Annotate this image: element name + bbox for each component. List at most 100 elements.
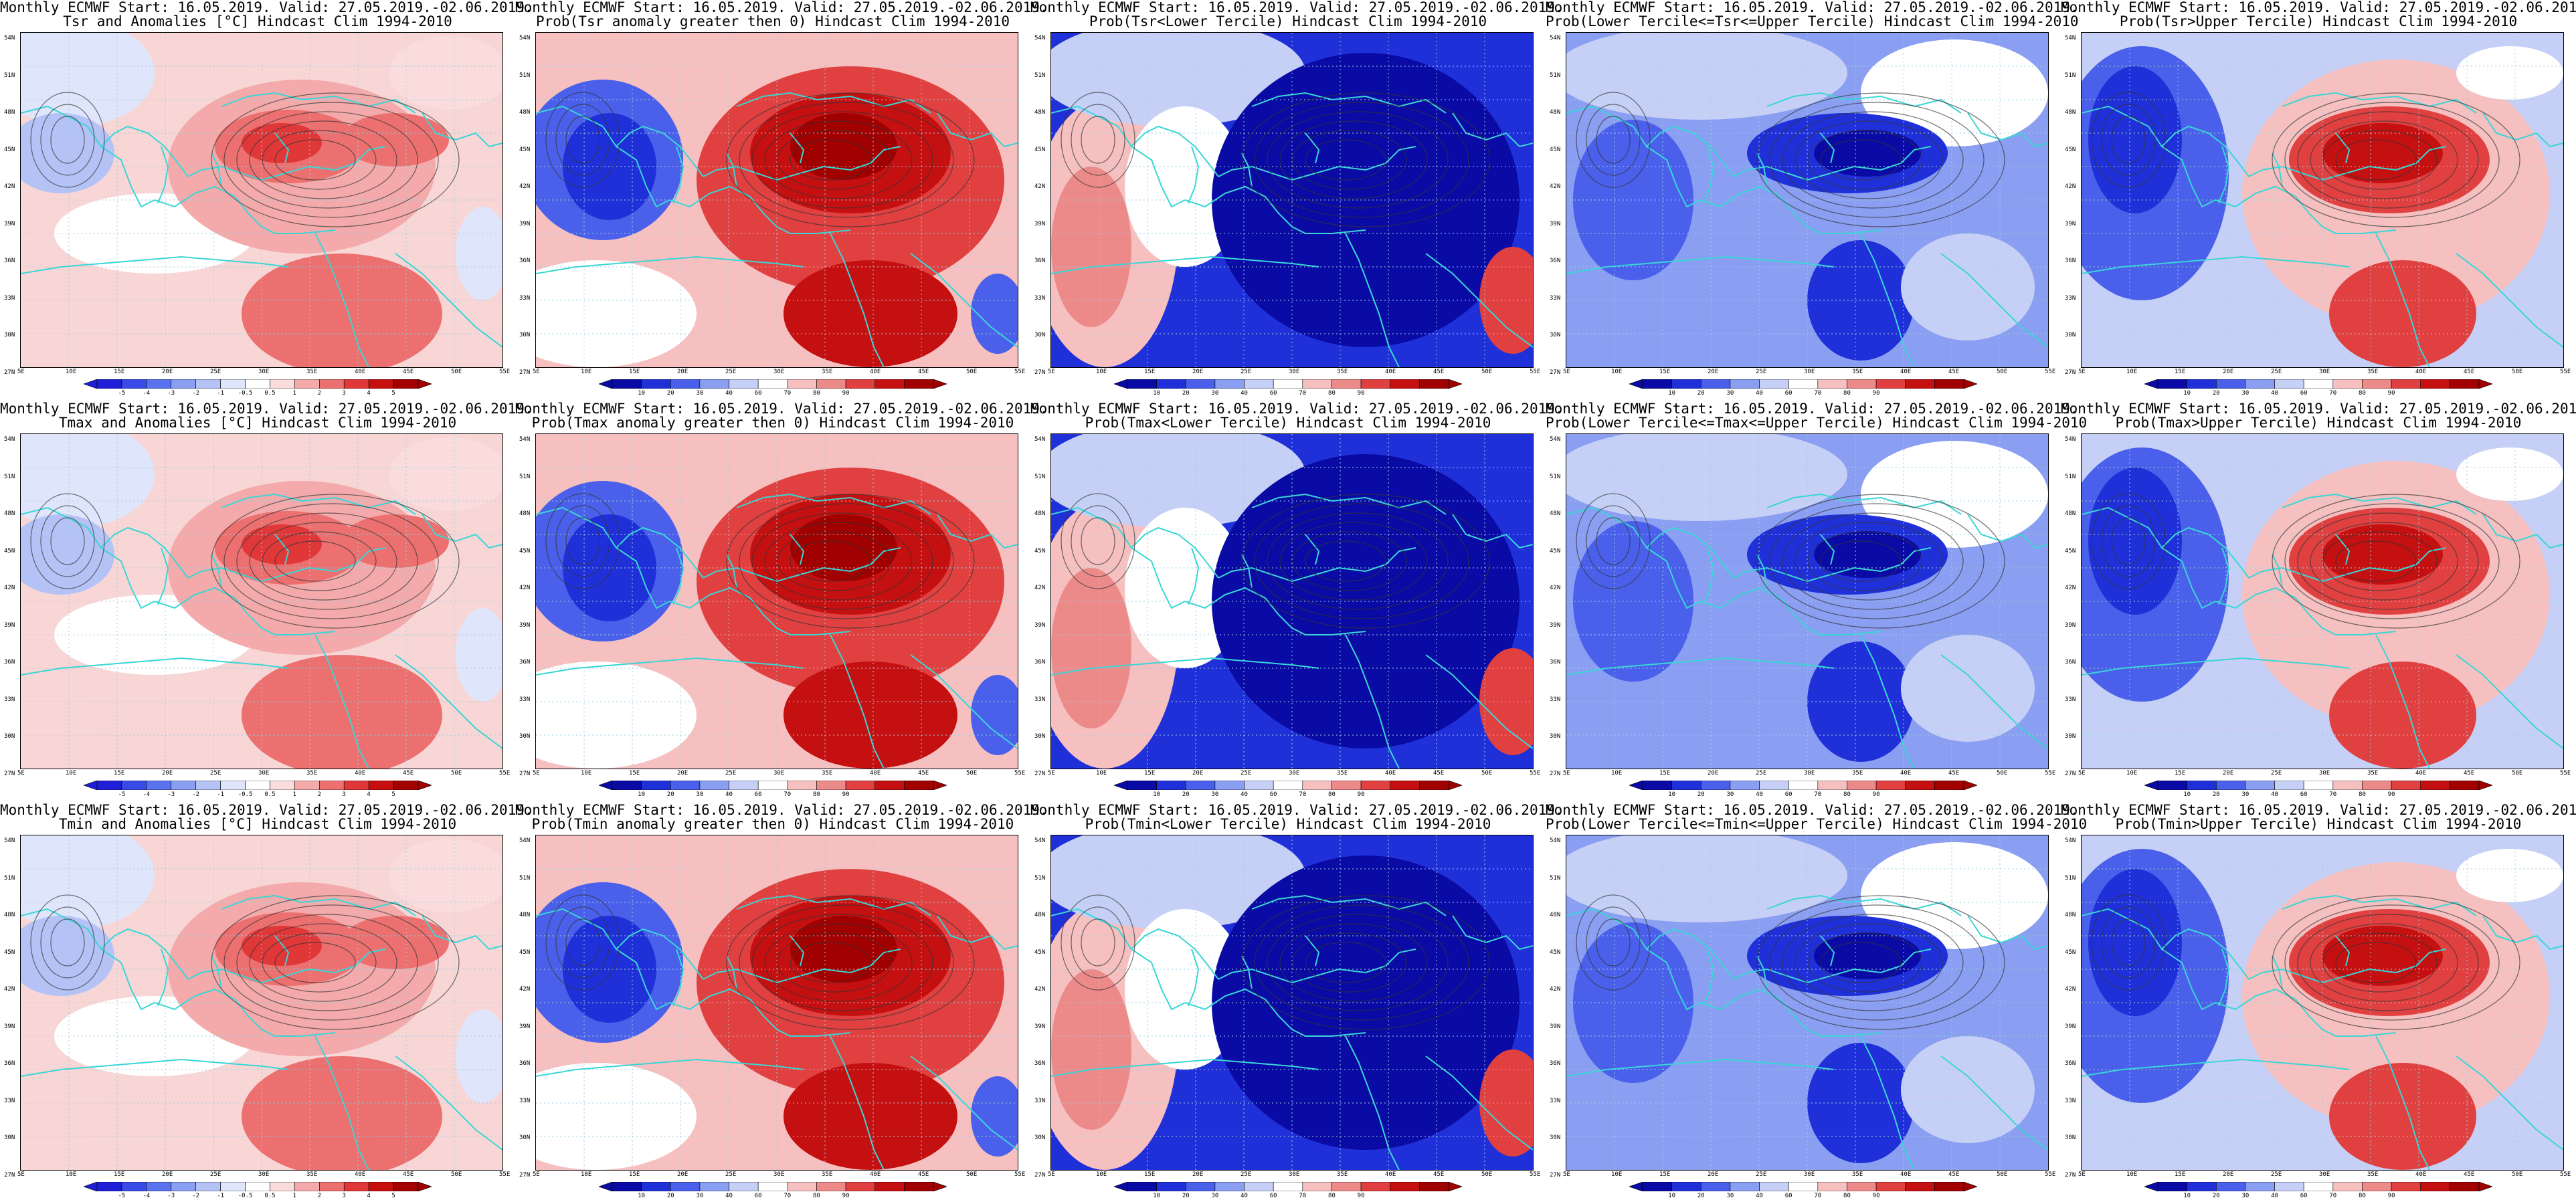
colorbar-tick-label: 40: [1756, 791, 1763, 798]
isoline: [1071, 505, 1125, 577]
panel-title-line2: Prob(Tmax>Upper Tercile) Hindcast Clim 1…: [2115, 415, 2522, 431]
latitude-label: 30N: [4, 332, 15, 338]
colorbar-swatch: [1875, 379, 1906, 389]
longitude-label: 45E: [403, 1171, 414, 1178]
longitude-label: 15E: [1144, 770, 1156, 777]
latitude-label: 45N: [1034, 547, 1046, 555]
coastline: [1425, 1056, 1533, 1150]
longitude-label: 5E: [17, 1171, 25, 1178]
isoline: [211, 895, 460, 1030]
coastline: [157, 146, 169, 204]
longitude-label: 40E: [2415, 770, 2427, 777]
longitude-label: 55E: [1530, 1171, 1541, 1178]
longitude-label: 5E: [1048, 369, 1055, 375]
colorbar-swatch: [2391, 1182, 2421, 1191]
coastline: [672, 547, 684, 605]
colorbar-tick-label: 60: [1784, 390, 1792, 397]
colorbar-swatch: [787, 781, 817, 790]
colorbar-tick-label: 70: [1814, 1193, 1822, 1199]
map-panel-tmin-prob-gt0: Monthly ECMWF Start: 16.05.2019. Valid: …: [515, 803, 1048, 1204]
coastline: [1184, 587, 1366, 635]
latitude-label: 30N: [4, 1134, 15, 1141]
coastline: [21, 657, 289, 676]
colorbar-swatch: [245, 379, 270, 389]
panel-title-line1: Monthly ECMWF Start: 16.05.2019. Valid: …: [1546, 802, 2079, 818]
colorbar-swatch: [2274, 1182, 2304, 1191]
coastline: [669, 185, 851, 234]
latitude-label: 39N: [2065, 220, 2076, 227]
longitude-label: 35E: [1852, 369, 1863, 375]
coastline: [2218, 948, 2230, 1007]
panel-title-line2: Prob(Lower Tercile<=Tmax<=Upper Tercile)…: [1546, 415, 2088, 431]
colorbar-swatch: [1788, 379, 1819, 389]
longitude-label: 50E: [2512, 369, 2523, 375]
coastline: [1766, 92, 1962, 114]
colorbar-swatch: [699, 379, 729, 389]
latitude-label: 30N: [519, 332, 531, 338]
latitude-label: 54N: [1550, 436, 1561, 443]
latitude-label: 30N: [1034, 1134, 1046, 1141]
longitude-label: 15E: [1144, 1171, 1156, 1178]
colorbar-tick-label: 70: [1299, 390, 1307, 397]
colorbar-swatch: [1273, 1182, 1303, 1191]
colorbar-tick-label: 80: [2359, 791, 2366, 798]
isoline: [1081, 918, 1115, 967]
isoline: [50, 517, 85, 565]
latitude-label: 36N: [4, 659, 15, 666]
latitude-label: 48N: [4, 510, 15, 517]
isoline: [2322, 130, 2437, 190]
colorbar-swatch: [816, 379, 846, 389]
colorbar-swatch: [2362, 379, 2392, 389]
colorbar-swatch: [2303, 379, 2334, 389]
colorbar-min-arrow: [599, 379, 613, 389]
colorbar-tick-label: 90: [1872, 390, 1880, 397]
colorbar-min-arrow: [1629, 781, 1643, 790]
latitude-label: 27N: [519, 369, 531, 376]
latitude-label: 51N: [519, 473, 531, 480]
colorbar-tick-label: 70: [2329, 1193, 2337, 1199]
isoline: [790, 540, 871, 582]
isoline: [1292, 531, 1407, 591]
forecast-map: [535, 433, 1018, 769]
latitude-label: 27N: [4, 770, 15, 777]
isoline: [40, 104, 95, 176]
isoline: [1820, 540, 1902, 582]
colorbar-swatch: [1390, 1182, 1420, 1191]
latitude-label: 51N: [519, 72, 531, 79]
isoline: [764, 120, 913, 199]
coastline: [2215, 988, 2397, 1037]
shaded-field: [1566, 434, 2048, 769]
colorbar: [599, 781, 947, 790]
colorbar-swatch: [96, 1182, 122, 1191]
longitude-label: 40E: [355, 1171, 366, 1178]
isoline: [1279, 923, 1428, 1002]
latitude-label: 36N: [1550, 659, 1561, 666]
latitude-label: 33N: [4, 1097, 15, 1104]
longitude-label: 20E: [162, 770, 173, 777]
coastline: [1733, 968, 1881, 984]
longitude-label: 10E: [1611, 770, 1623, 777]
longitude-label: 10E: [581, 1171, 592, 1178]
colorbar-swatch: [220, 781, 246, 790]
panel-title-line2: Prob(Tmax anomaly greater then 0) Hindca…: [531, 415, 1014, 431]
isoline: [2101, 505, 2156, 577]
latitude-label: 36N: [4, 1060, 15, 1067]
isoline: [1081, 517, 1115, 565]
coastline: [2375, 634, 2430, 769]
colorbar-swatch: [343, 781, 369, 790]
colorbar-tick-label: 20: [1697, 791, 1705, 798]
latitude-label: 42N: [4, 986, 15, 993]
isoline: [565, 918, 600, 967]
isoline: [236, 512, 418, 610]
coastline: [2482, 915, 2563, 950]
latitude-label: 42N: [1550, 183, 1561, 190]
colorbar-swatch: [1847, 781, 1877, 790]
isoline: [751, 512, 933, 610]
shaded-field: [536, 835, 1018, 1170]
colorbar-swatch: [1273, 379, 1303, 389]
colorbar-swatch: [904, 781, 934, 790]
colorbar-tick-label: 0.5: [264, 791, 276, 798]
longitude-label: 40E: [1900, 770, 1912, 777]
colorbar-swatch: [270, 781, 295, 790]
coastline: [1766, 493, 1962, 515]
